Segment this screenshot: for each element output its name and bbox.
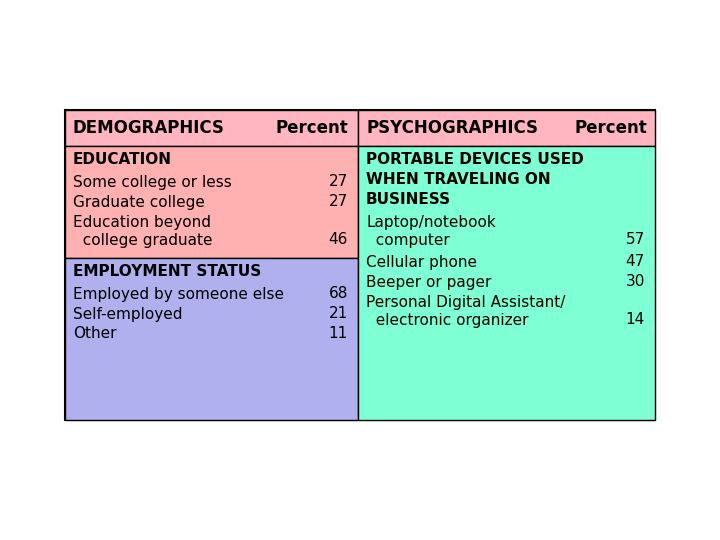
Bar xyxy=(65,258,358,420)
Text: 46: 46 xyxy=(328,233,348,247)
Text: WHEN TRAVELING ON: WHEN TRAVELING ON xyxy=(366,172,551,187)
Text: electronic organizer: electronic organizer xyxy=(366,313,528,327)
Text: EDUCATION: EDUCATION xyxy=(73,152,172,167)
Text: 68: 68 xyxy=(328,287,348,301)
Text: 27: 27 xyxy=(329,174,348,190)
Text: EMPLOYMENT STATUS: EMPLOYMENT STATUS xyxy=(73,265,261,280)
Bar xyxy=(65,110,358,146)
Text: Some college or less: Some college or less xyxy=(73,174,232,190)
Text: BUSINESS: BUSINESS xyxy=(366,192,451,207)
Text: Laptop/notebook: Laptop/notebook xyxy=(366,214,496,230)
Text: computer: computer xyxy=(366,233,450,247)
Bar xyxy=(65,146,358,258)
Text: 11: 11 xyxy=(329,327,348,341)
Text: PSYCHOGRAPHICS: PSYCHOGRAPHICS xyxy=(366,119,538,137)
Text: PORTABLE DEVICES USED: PORTABLE DEVICES USED xyxy=(366,152,584,167)
Text: college graduate: college graduate xyxy=(73,233,212,247)
Text: Graduate college: Graduate college xyxy=(73,194,205,210)
Text: 27: 27 xyxy=(329,194,348,210)
Text: Percent: Percent xyxy=(575,119,647,137)
Text: 47: 47 xyxy=(626,254,645,269)
Text: 21: 21 xyxy=(329,307,348,321)
Text: Self-employed: Self-employed xyxy=(73,307,182,321)
Text: DEMOGRAPHICS: DEMOGRAPHICS xyxy=(73,119,225,137)
Text: 14: 14 xyxy=(626,313,645,327)
Text: Education beyond: Education beyond xyxy=(73,214,211,230)
Bar xyxy=(358,110,655,146)
Text: 30: 30 xyxy=(626,274,645,289)
Text: Percent: Percent xyxy=(275,119,348,137)
Text: 57: 57 xyxy=(626,233,645,247)
Bar xyxy=(65,110,655,420)
Text: Personal Digital Assistant/: Personal Digital Assistant/ xyxy=(366,294,565,309)
Text: Beeper or pager: Beeper or pager xyxy=(366,274,491,289)
Text: Employed by someone else: Employed by someone else xyxy=(73,287,284,301)
Bar xyxy=(358,146,655,420)
Text: Other: Other xyxy=(73,327,117,341)
Text: Cellular phone: Cellular phone xyxy=(366,254,477,269)
